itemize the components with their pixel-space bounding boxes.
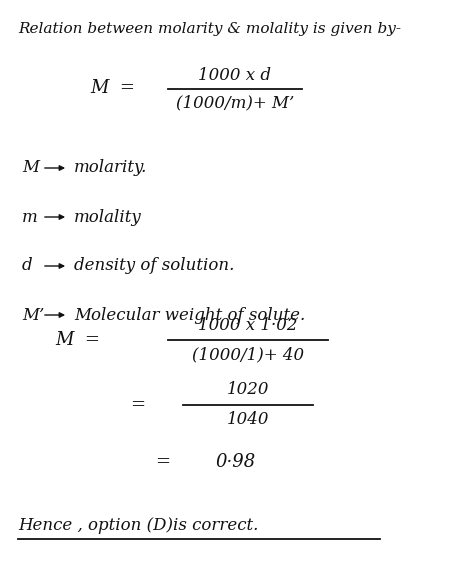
Text: Hence , option (D)is correct.: Hence , option (D)is correct. — [18, 517, 258, 534]
Text: (1000/1)+ 40: (1000/1)+ 40 — [192, 346, 304, 363]
Text: (1000/m)+ M’: (1000/m)+ M’ — [176, 95, 294, 112]
Text: Molecular weight of solute.: Molecular weight of solute. — [74, 307, 305, 324]
Text: Relation between molarity & molality is given by-: Relation between molarity & molality is … — [18, 22, 401, 36]
Text: density of solution.: density of solution. — [74, 258, 234, 275]
Text: 0·98: 0·98 — [215, 453, 255, 471]
Text: =: = — [155, 453, 170, 471]
Text: 1000 x d: 1000 x d — [199, 67, 272, 84]
Text: M: M — [22, 160, 39, 177]
Text: 1000 x 1·02: 1000 x 1·02 — [198, 316, 298, 333]
Text: M  =: M = — [90, 79, 135, 97]
Text: M  =: M = — [55, 331, 100, 349]
Text: =: = — [130, 396, 145, 414]
Text: molality: molality — [74, 208, 142, 225]
Text: d: d — [22, 258, 33, 275]
Text: m: m — [22, 208, 38, 225]
Text: 1020: 1020 — [227, 381, 269, 398]
Text: 1040: 1040 — [227, 411, 269, 428]
Text: molarity.: molarity. — [74, 160, 147, 177]
Text: M’: M’ — [22, 307, 44, 324]
